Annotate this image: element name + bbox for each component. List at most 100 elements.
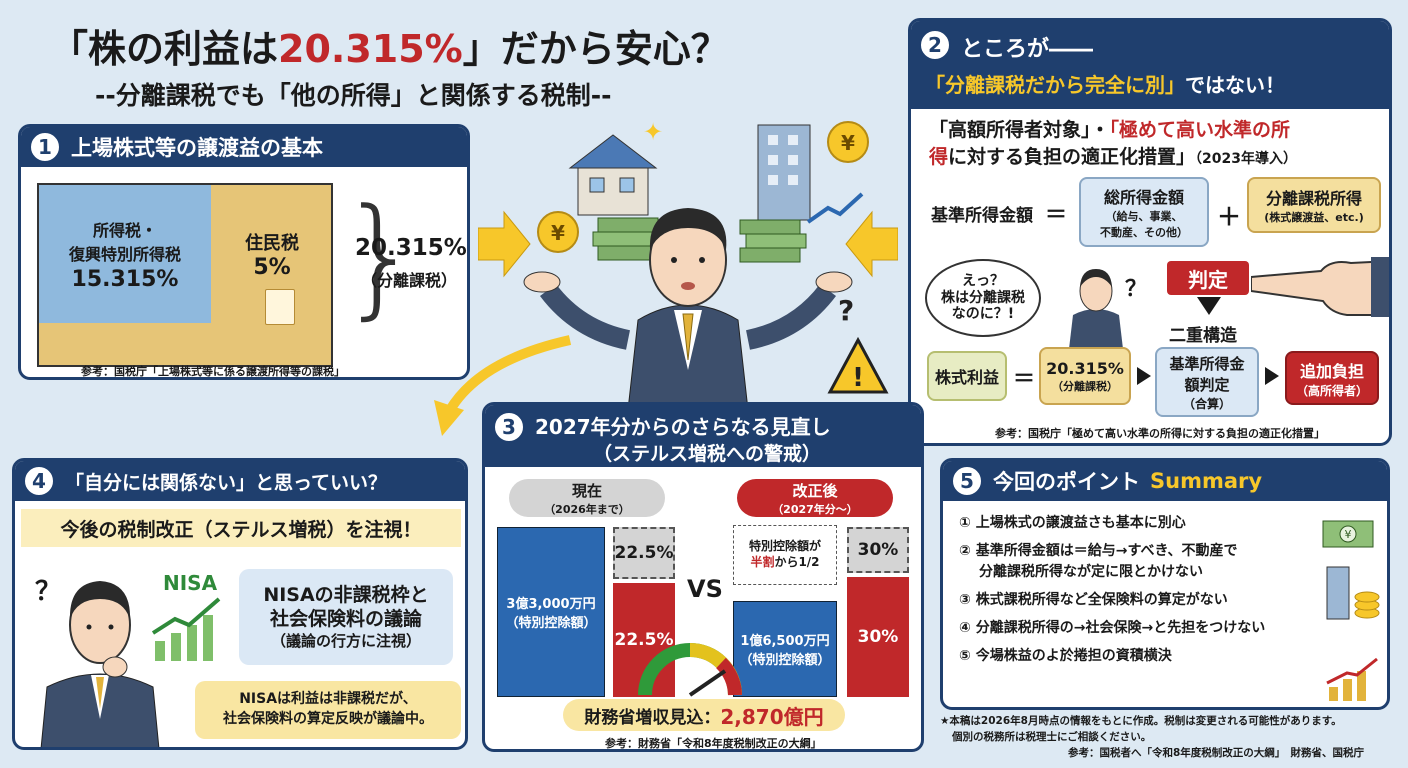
banner-highlight: 「分離課税だから完全に別」 bbox=[925, 73, 1185, 97]
item-number: ① bbox=[959, 515, 971, 531]
disclaimer-line-3: 参考：国税者へ「令和8年度税制改正の大綱」 財務省、国税庁 bbox=[1068, 746, 1365, 759]
panel-summary-title-en: Summary bbox=[1150, 469, 1263, 493]
panel-number: 4 bbox=[23, 465, 55, 497]
panel-number: 5 bbox=[951, 465, 983, 497]
banner-tail: ではない！ bbox=[1185, 73, 1285, 97]
question-mark: ? bbox=[838, 294, 854, 327]
money-stack-icon bbox=[592, 217, 659, 261]
yen-coin-icon: ¥ bbox=[537, 211, 579, 253]
down-arrow-icon bbox=[1197, 297, 1221, 315]
half-note: 特別控除額が 半割から1/2 bbox=[733, 525, 837, 585]
equals-sign: ＝ bbox=[1013, 367, 1036, 392]
yen-coin-icon: ¥ bbox=[827, 121, 869, 163]
bubble-line-1: えっ？ bbox=[962, 272, 1004, 289]
panel-basics-source: 参考：国税庁「上場株式等に係る譲渡所得等の課税」 bbox=[81, 365, 345, 378]
bubble-line-3: なのに？! bbox=[951, 306, 1015, 323]
curved-arrow-icon bbox=[434, 335, 572, 436]
half-note-2: 半割 bbox=[750, 555, 775, 569]
after-pill: 改正後 （2027年分～） bbox=[737, 479, 893, 517]
growth-chart-icon bbox=[151, 597, 221, 661]
after-top-bar: 30% bbox=[847, 527, 909, 573]
brace-icon: } bbox=[339, 180, 422, 332]
panel-number: 2 bbox=[919, 29, 951, 61]
panel-number: 1 bbox=[29, 131, 61, 163]
total-income-label: 総所得金額 bbox=[1103, 188, 1184, 207]
extra-burden-box: 追加負担 （高所得者） bbox=[1285, 351, 1379, 405]
item-text: 分離課税所得なが定に限とかけない bbox=[979, 563, 1203, 580]
after-deduction-bar: 1億6,500万円 （特別控除額） bbox=[733, 601, 837, 697]
panel-basics: 1 上場株式等の譲渡益の基本 所得税・ 復興特別所得税 15.315% 住民税 … bbox=[18, 124, 470, 380]
stock-profit-box: 株式利益 bbox=[927, 351, 1007, 401]
arrow-in-left-icon bbox=[478, 210, 531, 278]
half-note-3: から1/2 bbox=[774, 555, 820, 569]
resident-tax-label: 住民税 bbox=[245, 232, 299, 254]
arrow-right-icon bbox=[1265, 367, 1279, 385]
worried-man-icon bbox=[1069, 269, 1123, 349]
desc-part-b: 「極めて高い水準の所 bbox=[1109, 119, 1291, 141]
concern-banner-text: 今後の税制改正（ステルス増税）を注視！ bbox=[60, 518, 422, 541]
panel-concern-header: 4 「自分には関係ない」と思っていい？ bbox=[15, 461, 465, 501]
total-income-note-2: 不動産、その他） bbox=[1100, 226, 1188, 239]
speech-bubble: えっ？ 株は分離課税 なのに？! bbox=[925, 259, 1041, 337]
panel-summary: 5 今回のポイント Summary ① 上場株式の譲渡益さも基本に別心 ② 基準… bbox=[940, 458, 1390, 710]
tax-block: 所得税・ 復興特別所得税 15.315% 住民税 5% bbox=[37, 183, 333, 367]
title-open: 「株の利益は bbox=[50, 27, 279, 71]
panel-however: 2 ところが―― 「分離課税だから完全に別」ではない！ 「高額所得者対象」・「極… bbox=[908, 18, 1392, 446]
panel-however-banner: 「分離課税だから完全に別」ではない！ bbox=[925, 69, 1285, 98]
basis-judge-box: 基準所得金 額判定 （合算） bbox=[1155, 347, 1259, 417]
income-tax-rate: 15.315% bbox=[71, 266, 179, 292]
rate-note: （分離課税） bbox=[1052, 379, 1118, 393]
money-stack-icon bbox=[739, 219, 807, 263]
item-text: 基準所得金額は＝給与→すべき、不動産で bbox=[975, 543, 1238, 560]
thinking-man-icon bbox=[40, 581, 160, 747]
disclaimer: ★本稿は2026年8月時点の情報をもとに作成。税制は変更される可能性があります。… bbox=[940, 714, 1400, 761]
revenue-banner: 財務省増収見込： 2,870億円 bbox=[563, 699, 845, 731]
desc-year: （2023年導入） bbox=[1195, 150, 1297, 167]
after-deduction-note: （特別控除額） bbox=[739, 653, 831, 668]
panel-number: 3 bbox=[493, 411, 525, 443]
question-mark: ？ bbox=[35, 577, 62, 607]
desc-part-c: 得 bbox=[929, 145, 949, 168]
panel-basics-header: 1 上場株式等の譲渡益の基本 bbox=[21, 127, 467, 167]
document-icon bbox=[265, 289, 295, 325]
growth-arrow-icon bbox=[806, 192, 864, 224]
rising-bars-icon bbox=[1326, 657, 1378, 701]
businessman-icon bbox=[523, 208, 853, 410]
total-income-box: 総所得金額 （給与、事業、 不動産、その他） bbox=[1079, 177, 1209, 247]
separate-income-box: 分離課税所得 (株式譲渡益、etc.) bbox=[1247, 177, 1381, 233]
panel-concern: 4 「自分には関係ない」と思っていい？ 今後の税制改正（ステルス増税）を注視！ … bbox=[12, 458, 468, 750]
income-tax-label-1: 所得税・ bbox=[92, 220, 157, 240]
now-deduction-bar: 3億3,000万円 （特別控除額） bbox=[497, 527, 605, 697]
now-sub: （2026年まで） bbox=[544, 502, 630, 516]
panel-review-subtitle: （ステルス増税への警戒） bbox=[593, 443, 822, 465]
center-illustration: ¥ ¥ ? ! ✦ bbox=[478, 118, 898, 410]
now-deduction-amount: 3億3,000万円 bbox=[506, 597, 596, 612]
question-mark: ？ bbox=[1125, 277, 1148, 302]
summary-item: ① 上場株式の譲渡益さも基本に別心 bbox=[959, 513, 1315, 533]
after-bottom-bar: 30% bbox=[847, 577, 909, 697]
total-rate-note: （分離課税） bbox=[361, 271, 458, 290]
nisa-note: NISAは利益は非課税だが、 社会保険料の算定反映が議論中。 bbox=[195, 681, 461, 739]
disclaimer-line-2: 個別の税務所は税理士にご相談ください。 bbox=[952, 730, 1152, 743]
money-icon: ¥ bbox=[1322, 520, 1374, 548]
arrow-in-right-icon bbox=[845, 210, 898, 278]
coins-building-icon bbox=[1326, 566, 1380, 620]
panel-summary-header: 5 今回のポイント Summary bbox=[943, 461, 1387, 501]
svg-text:¥: ¥ bbox=[841, 131, 855, 155]
now-deduction-note: （特別控除額） bbox=[505, 616, 597, 631]
vs-label: VS bbox=[687, 575, 723, 603]
nisa-label: NISA bbox=[163, 571, 218, 595]
plus-sign: ＋ bbox=[1217, 203, 1241, 231]
separate-income-note: (株式譲渡益、etc.) bbox=[1264, 211, 1364, 224]
summary-list: ① 上場株式の譲渡益さも基本に別心 ② 基準所得金額は＝給与→すべき、不動産で … bbox=[959, 513, 1315, 667]
item-number: ③ bbox=[959, 591, 971, 608]
nisa-card-line-3: （議論の行方に注視） bbox=[270, 631, 421, 650]
summary-item: ⑤ 今場株益のよ於捲担の資積横決 bbox=[959, 646, 1315, 666]
now-label: 現在 bbox=[571, 481, 602, 500]
measure-description: 「高額所得者対象」・「極めて高い水準の所 得に対する負担の適正化措置」（2023年… bbox=[929, 117, 1379, 170]
separate-income-label: 分離課税所得 bbox=[1265, 189, 1362, 208]
extra-burden-note: （高所得者） bbox=[1295, 383, 1368, 398]
building-icon bbox=[757, 124, 811, 221]
item-number: ② bbox=[959, 543, 971, 560]
equals-sign: ＝ bbox=[1045, 203, 1068, 228]
